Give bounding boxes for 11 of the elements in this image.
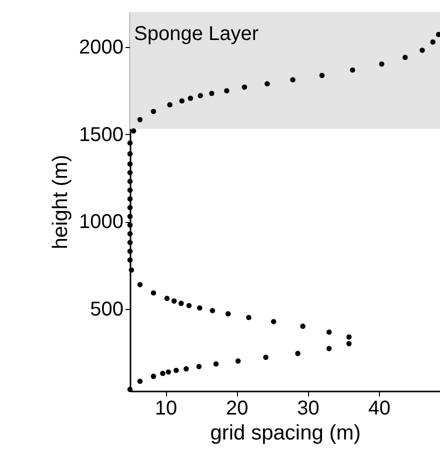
x-tick-label: 10	[154, 398, 178, 420]
x-axis-title: grid spacing (m)	[210, 422, 361, 444]
y-axis-title: height (m)	[49, 154, 72, 250]
x-tick-label: 30	[297, 398, 320, 420]
x-tick-label: 20	[226, 398, 248, 420]
y-tick-label: 1000	[79, 211, 124, 234]
y-tick-label: 1500	[79, 124, 124, 146]
y-tick-label: 500	[90, 298, 124, 320]
x-tick-label: 40	[368, 398, 390, 420]
y-tick-label: 2000	[79, 36, 124, 58]
band-label: Sponge Layer	[134, 23, 259, 45]
